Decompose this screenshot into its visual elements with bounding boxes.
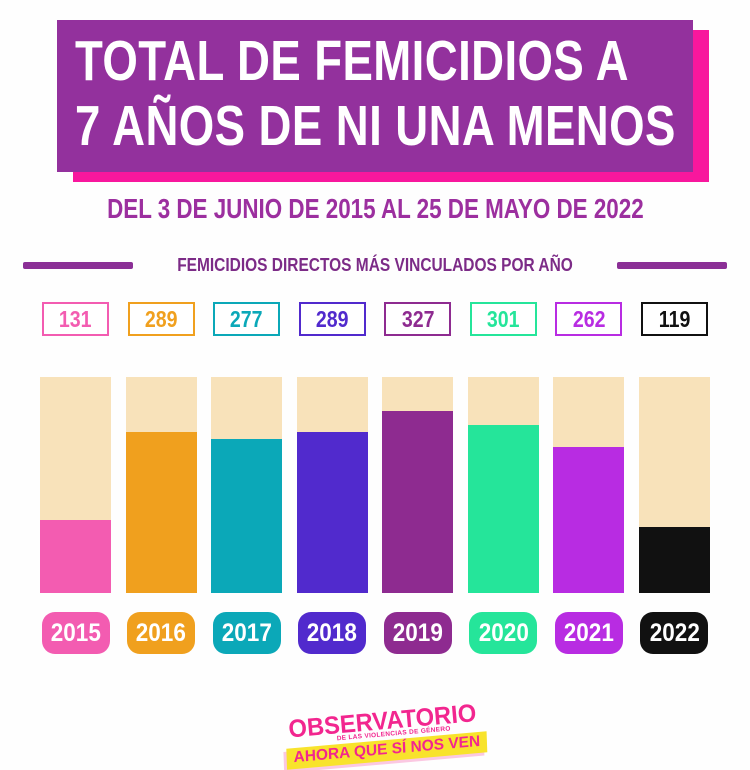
year-label-2015: 2015 <box>50 618 101 647</box>
bar-fill-2017 <box>211 439 283 593</box>
value-label-2016: 289 <box>144 305 178 332</box>
year-pill-2016: 2016 <box>127 612 196 654</box>
value-label-2015: 131 <box>59 305 92 332</box>
value-box-2015: 131 <box>42 302 109 336</box>
bar-fill-2019 <box>382 411 454 593</box>
bar-2016 <box>125 377 197 593</box>
year-pill-2015: 2015 <box>41 612 110 654</box>
year-label-2016: 2016 <box>136 618 187 647</box>
chart-column-year-2021: 2021 <box>553 612 624 654</box>
chart-column-values-2020: 301 <box>468 302 539 336</box>
value-box-2018: 289 <box>298 302 366 336</box>
chart-column-values-2019: 327 <box>382 302 453 336</box>
value-box-2019: 327 <box>384 302 452 336</box>
year-pill-2021: 2021 <box>554 612 623 654</box>
left-divider-bar <box>22 262 133 269</box>
header-title-box: TOTAL DE FEMICIDIOS A 7 AÑOS DE NI UNA M… <box>57 20 693 172</box>
chart-column-values-2021: 262 <box>553 302 624 336</box>
bar-fill-2022 <box>638 527 710 593</box>
year-label-2020: 2020 <box>478 618 529 647</box>
bar-2019 <box>382 377 454 593</box>
value-label-2022: 119 <box>658 305 691 332</box>
chart-column-year-2018: 2018 <box>297 612 368 654</box>
chart-column-bar-2016 <box>125 377 197 593</box>
value-box-2022: 119 <box>640 302 708 336</box>
poster-title-line1: TOTAL DE FEMICIDIOS A <box>75 29 629 93</box>
year-label-2019: 2019 <box>392 618 443 647</box>
chart-column-values-2016: 289 <box>126 302 197 336</box>
bars-row <box>0 377 750 593</box>
year-label-2022: 2022 <box>649 618 700 647</box>
value-label-2019: 327 <box>401 305 435 332</box>
year-pill-2019: 2019 <box>383 612 452 654</box>
section-header: FEMICIDIOS DIRECTOS MÁS VINCULADOS POR A… <box>0 255 750 276</box>
chart-column-values-2022: 119 <box>639 302 710 336</box>
chart-column-bar-2015 <box>40 377 111 593</box>
year-pill-2018: 2018 <box>298 612 367 654</box>
chart-column-bar-2018 <box>296 377 368 593</box>
date-range-text: DEL 3 DE JUNIO DE 2015 AL 25 DE MAYO DE … <box>106 193 644 224</box>
value-box-2017: 277 <box>213 302 281 336</box>
observatorio-logo: OBSERVATORIO DE LAS VIOLENCIAS DE GÉNERO… <box>283 699 488 770</box>
chart-column-bar-2021 <box>553 377 625 593</box>
year-pill-2022: 2022 <box>640 612 709 654</box>
years-row: 2015 2016 2017 2018 2019 2020 2021 2022 <box>0 612 750 654</box>
chart-column-year-2016: 2016 <box>126 612 197 654</box>
year-pill-2017: 2017 <box>212 612 281 654</box>
bar-2018 <box>296 377 368 593</box>
bar-2017 <box>211 377 283 593</box>
poster-title-line2: 7 AÑOS DE NI UNA MENOS <box>75 94 676 158</box>
bar-fill-2018 <box>296 432 368 593</box>
value-label-2021: 262 <box>572 305 606 332</box>
right-divider-bar <box>617 262 728 269</box>
bar-fill-2020 <box>467 425 539 593</box>
chart-column-bar-2017 <box>211 377 283 593</box>
bar-2021 <box>553 377 625 593</box>
header: TOTAL DE FEMICIDIOS A 7 AÑOS DE NI UNA M… <box>57 20 709 182</box>
year-label-2021: 2021 <box>563 618 614 647</box>
chart-column-year-2022: 2022 <box>639 612 710 654</box>
bar-fill-2021 <box>553 447 625 593</box>
bar-2022 <box>638 377 710 593</box>
value-box-2021: 262 <box>555 302 623 336</box>
year-label-2017: 2017 <box>221 618 272 647</box>
chart-column-values-2017: 277 <box>211 302 282 336</box>
chart-column-values-2015: 131 <box>40 302 111 336</box>
value-label-2020: 301 <box>487 305 520 332</box>
bar-2015 <box>40 377 111 593</box>
chart-column-year-2020: 2020 <box>468 612 539 654</box>
chart-column-year-2017: 2017 <box>211 612 282 654</box>
chart-column-bar-2019 <box>382 377 454 593</box>
bar-2020 <box>467 377 539 593</box>
bar-fill-2016 <box>125 432 197 593</box>
date-range-subtitle: DEL 3 DE JUNIO DE 2015 AL 25 DE MAYO DE … <box>0 193 750 225</box>
infographic-poster: TOTAL DE FEMICIDIOS A 7 AÑOS DE NI UNA M… <box>0 20 750 770</box>
chart-column-year-2019: 2019 <box>382 612 453 654</box>
chart-column-bar-2022 <box>638 377 710 593</box>
year-pill-2020: 2020 <box>469 612 538 654</box>
value-box-2020: 301 <box>469 302 537 336</box>
chart-column-bar-2020 <box>467 377 539 593</box>
value-label-2017: 277 <box>230 305 263 332</box>
bar-fill-2015 <box>40 520 111 593</box>
chart-column-values-2018: 289 <box>297 302 368 336</box>
chart-column-year-2015: 2015 <box>40 612 111 654</box>
value-label-2018: 289 <box>315 305 349 332</box>
value-box-2016: 289 <box>127 302 195 336</box>
section-label: FEMICIDIOS DIRECTOS MÁS VINCULADOS POR A… <box>177 255 573 275</box>
year-label-2018: 2018 <box>307 618 358 647</box>
values-row: 131 289 277 289 327 301 262 119 <box>0 302 750 336</box>
